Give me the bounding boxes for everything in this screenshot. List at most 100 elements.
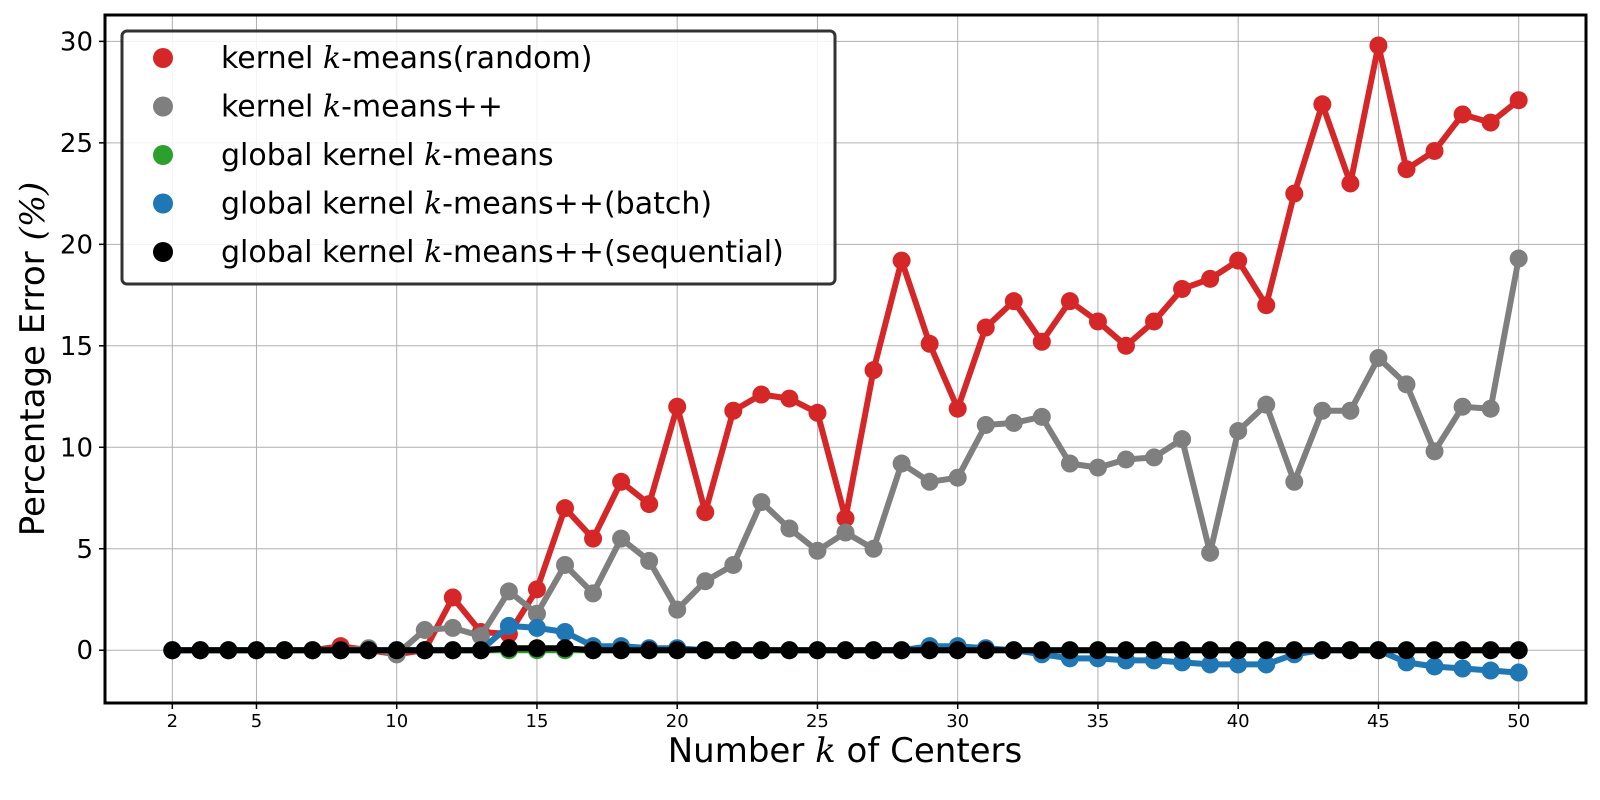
data-point bbox=[584, 529, 603, 548]
data-point bbox=[1453, 641, 1472, 660]
legend-box bbox=[120, 29, 837, 286]
legend-label: global kernel k-means++(batch) bbox=[221, 187, 712, 222]
series-4 bbox=[163, 639, 1528, 660]
data-point bbox=[1116, 641, 1135, 660]
x-tick-label: 50 bbox=[1507, 711, 1530, 732]
x-tick-label: 2 bbox=[167, 711, 178, 732]
data-point bbox=[471, 641, 490, 660]
data-point bbox=[1341, 174, 1360, 193]
data-point bbox=[640, 641, 659, 660]
data-point bbox=[191, 641, 210, 660]
legend-marker bbox=[153, 145, 173, 165]
data-point bbox=[1397, 160, 1416, 179]
data-point bbox=[247, 641, 266, 660]
data-point bbox=[1116, 450, 1135, 469]
data-point bbox=[752, 385, 771, 404]
legend-marker bbox=[153, 242, 173, 262]
data-point bbox=[1397, 375, 1416, 394]
data-point bbox=[668, 397, 687, 416]
data-point bbox=[808, 641, 827, 660]
data-point bbox=[1481, 661, 1500, 680]
x-tick-label: 45 bbox=[1367, 711, 1390, 732]
data-point bbox=[1088, 312, 1107, 331]
data-point bbox=[836, 509, 855, 528]
data-point bbox=[1285, 472, 1304, 491]
data-point bbox=[556, 555, 575, 574]
data-point bbox=[1173, 279, 1192, 298]
legend-label: kernel k-means++ bbox=[221, 90, 503, 125]
y-tick-label: 0 bbox=[76, 636, 93, 666]
x-tick-label: 30 bbox=[946, 711, 969, 732]
data-point bbox=[696, 641, 715, 660]
data-point bbox=[1425, 141, 1444, 160]
y-tick-label: 25 bbox=[60, 129, 93, 159]
data-point bbox=[1004, 292, 1023, 311]
data-point bbox=[1201, 655, 1220, 674]
data-point bbox=[1481, 641, 1500, 660]
data-point bbox=[1453, 105, 1472, 124]
data-point bbox=[1201, 269, 1220, 288]
data-point bbox=[527, 639, 546, 658]
legend-marker bbox=[153, 193, 173, 214]
data-point bbox=[1060, 292, 1079, 311]
data-point bbox=[948, 468, 967, 487]
data-point bbox=[1004, 413, 1023, 432]
series-layer bbox=[163, 36, 1528, 682]
data-point bbox=[499, 639, 518, 658]
data-point bbox=[1229, 641, 1248, 660]
data-point bbox=[1313, 401, 1332, 420]
data-point bbox=[499, 616, 518, 635]
y-tick-label: 15 bbox=[60, 332, 93, 362]
data-point bbox=[892, 641, 911, 660]
data-point bbox=[640, 551, 659, 570]
data-point bbox=[527, 618, 546, 637]
x-tick-label: 25 bbox=[806, 711, 829, 732]
data-point bbox=[920, 334, 939, 353]
data-point bbox=[1173, 641, 1192, 660]
data-point bbox=[275, 641, 294, 660]
data-point bbox=[1229, 251, 1248, 270]
data-point bbox=[1397, 641, 1416, 660]
data-point bbox=[415, 641, 434, 660]
data-point bbox=[668, 600, 687, 619]
data-point bbox=[696, 503, 715, 522]
data-point bbox=[1201, 641, 1220, 660]
data-point bbox=[556, 639, 575, 658]
x-tick-label: 40 bbox=[1227, 711, 1250, 732]
data-point bbox=[780, 519, 799, 538]
data-point bbox=[556, 499, 575, 518]
data-point bbox=[1257, 296, 1276, 315]
data-point bbox=[163, 641, 182, 660]
data-point bbox=[1425, 641, 1444, 660]
y-tick-label: 5 bbox=[76, 535, 93, 565]
data-point bbox=[1145, 641, 1164, 660]
data-point bbox=[612, 472, 631, 491]
legend-marker bbox=[153, 96, 173, 117]
data-point bbox=[976, 318, 995, 337]
legend: kernel k-means(random) kernel k-means++ gl… bbox=[120, 29, 837, 286]
data-point bbox=[1481, 113, 1500, 132]
data-point bbox=[1313, 641, 1332, 660]
legend-label: kernel k-means(random) bbox=[221, 41, 592, 76]
data-point bbox=[1453, 659, 1472, 678]
data-point bbox=[1341, 401, 1360, 420]
data-point bbox=[443, 641, 462, 660]
data-point bbox=[584, 641, 603, 660]
data-point bbox=[920, 472, 939, 491]
data-point bbox=[331, 641, 350, 660]
data-point bbox=[892, 454, 911, 473]
data-point bbox=[724, 641, 743, 660]
legend-marker bbox=[153, 48, 173, 68]
data-point bbox=[808, 541, 827, 560]
data-point bbox=[1285, 641, 1304, 660]
data-point bbox=[499, 582, 518, 601]
x-tick-label: 35 bbox=[1086, 711, 1109, 732]
data-point bbox=[696, 572, 715, 591]
data-point bbox=[387, 641, 406, 660]
data-point bbox=[948, 399, 967, 418]
data-point bbox=[1201, 543, 1220, 562]
data-point bbox=[612, 529, 631, 548]
data-point bbox=[556, 622, 575, 641]
data-point bbox=[808, 403, 827, 422]
data-point bbox=[1088, 641, 1107, 660]
